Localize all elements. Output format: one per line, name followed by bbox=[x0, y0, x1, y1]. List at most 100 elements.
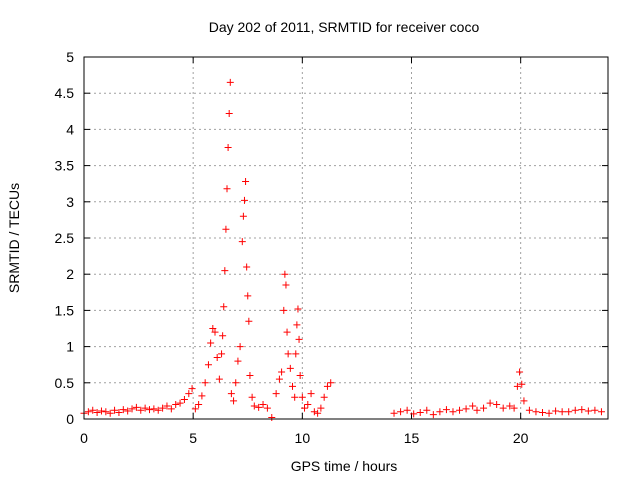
data-point bbox=[239, 212, 247, 220]
data-point bbox=[532, 408, 540, 416]
data-point bbox=[289, 382, 297, 390]
data-points bbox=[80, 78, 605, 422]
data-point bbox=[268, 414, 276, 422]
data-point bbox=[499, 404, 507, 412]
data-point bbox=[294, 305, 302, 313]
data-point bbox=[204, 361, 212, 369]
data-point bbox=[292, 350, 300, 358]
data-point bbox=[115, 408, 123, 416]
data-point bbox=[327, 379, 335, 387]
data-point bbox=[188, 385, 196, 393]
data-point bbox=[307, 390, 315, 398]
chart-title: Day 202 of 2011, SRMTID for receiver coc… bbox=[209, 19, 480, 35]
data-point bbox=[301, 404, 309, 412]
data-point bbox=[469, 402, 477, 410]
data-point bbox=[220, 303, 228, 311]
y-tick-label: 3 bbox=[66, 194, 74, 210]
data-point bbox=[403, 406, 411, 414]
data-point bbox=[584, 407, 592, 415]
data-point bbox=[163, 402, 171, 410]
data-point bbox=[510, 404, 518, 412]
data-point bbox=[167, 405, 175, 413]
grid bbox=[84, 57, 608, 419]
data-point bbox=[226, 78, 234, 86]
y-tick-label: 0.5 bbox=[55, 375, 75, 391]
data-point bbox=[578, 406, 586, 414]
data-point bbox=[218, 350, 226, 358]
data-point bbox=[215, 375, 223, 383]
data-point bbox=[213, 353, 221, 361]
data-point bbox=[539, 408, 546, 416]
data-point bbox=[295, 335, 303, 343]
data-point bbox=[211, 328, 219, 336]
data-point bbox=[291, 393, 299, 401]
data-point bbox=[525, 406, 533, 414]
data-point bbox=[456, 406, 464, 414]
data-point bbox=[84, 408, 92, 416]
data-point bbox=[221, 267, 229, 275]
data-point bbox=[172, 401, 180, 409]
y-tick-label: 1.5 bbox=[55, 302, 75, 318]
axis-ticks: 0 0.5 1 1.5 2 2.5 3 3.5 4 4.5 5 0 5 10 15 20 bbox=[55, 49, 608, 446]
x-tick-label: 20 bbox=[513, 430, 529, 446]
x-axis-label: GPS time / hours bbox=[291, 458, 398, 474]
data-point bbox=[317, 404, 325, 412]
data-point bbox=[410, 410, 418, 418]
data-point bbox=[571, 406, 579, 414]
data-point bbox=[180, 395, 188, 403]
x-tick-label: 15 bbox=[404, 430, 420, 446]
data-point bbox=[97, 407, 105, 415]
x-tick-label: 5 bbox=[189, 430, 197, 446]
data-point bbox=[219, 332, 227, 340]
data-point bbox=[89, 406, 97, 414]
data-point bbox=[520, 397, 528, 405]
data-point bbox=[284, 350, 292, 358]
data-point bbox=[506, 402, 514, 410]
data-point bbox=[242, 178, 250, 186]
data-point bbox=[259, 401, 267, 409]
x-tick-label: 10 bbox=[295, 430, 311, 446]
data-point bbox=[565, 408, 573, 416]
data-point bbox=[486, 399, 494, 407]
data-point bbox=[128, 405, 136, 413]
data-point bbox=[591, 406, 599, 414]
data-point bbox=[480, 404, 488, 412]
data-point bbox=[124, 407, 132, 415]
data-point bbox=[263, 404, 271, 412]
data-point bbox=[209, 325, 217, 332]
y-tick-label: 1 bbox=[66, 339, 74, 355]
data-point bbox=[280, 306, 288, 314]
data-point bbox=[191, 405, 199, 413]
data-point bbox=[323, 382, 331, 390]
data-point bbox=[298, 393, 306, 401]
data-point bbox=[518, 380, 526, 388]
data-point bbox=[283, 328, 291, 336]
data-point bbox=[185, 390, 193, 398]
data-point bbox=[310, 408, 318, 416]
data-point bbox=[244, 292, 252, 300]
data-point bbox=[240, 196, 248, 204]
data-point bbox=[207, 339, 215, 347]
data-point bbox=[248, 393, 256, 401]
data-point bbox=[473, 406, 481, 414]
data-point bbox=[137, 406, 145, 414]
data-point bbox=[159, 404, 167, 412]
data-point bbox=[545, 409, 553, 417]
data-point bbox=[250, 402, 258, 410]
data-point bbox=[493, 401, 501, 409]
data-point bbox=[314, 409, 322, 417]
y-tick-label: 2 bbox=[66, 266, 74, 282]
data-point bbox=[132, 403, 140, 411]
data-point bbox=[255, 403, 263, 411]
data-point bbox=[232, 379, 240, 387]
data-point bbox=[230, 397, 238, 405]
data-point bbox=[286, 364, 294, 372]
data-point bbox=[227, 390, 235, 398]
data-point bbox=[243, 263, 251, 271]
data-point bbox=[195, 401, 203, 409]
data-point bbox=[176, 399, 184, 407]
data-point bbox=[278, 368, 286, 376]
data-point bbox=[462, 405, 470, 413]
data-point bbox=[111, 406, 119, 414]
